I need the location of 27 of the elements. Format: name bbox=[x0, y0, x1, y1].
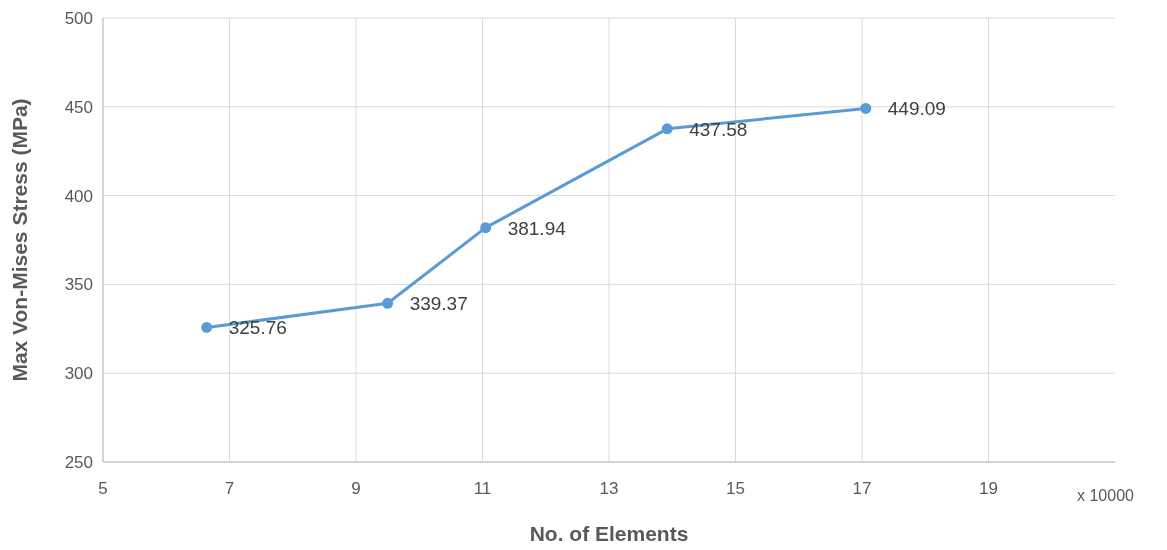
x-tick-label: 19 bbox=[979, 479, 998, 498]
data-label: 449.09 bbox=[887, 98, 946, 120]
x-tick-label: 15 bbox=[726, 479, 745, 498]
data-label: 339.37 bbox=[409, 293, 468, 315]
x-tick-label: 9 bbox=[351, 479, 361, 498]
y-tick-label: 450 bbox=[64, 97, 93, 117]
x-tick-label: 11 bbox=[473, 479, 492, 498]
data-label: 325.76 bbox=[228, 317, 287, 339]
point bbox=[661, 123, 673, 135]
x-tick-label: 5 bbox=[98, 479, 108, 498]
y-tick-label: 300 bbox=[64, 364, 93, 384]
point bbox=[382, 297, 394, 309]
data-label: 381.94 bbox=[507, 217, 567, 239]
y-tick-label: 250 bbox=[64, 453, 93, 472]
data-label: 437.58 bbox=[689, 118, 748, 140]
point bbox=[480, 222, 492, 234]
y-axis-title: Max Von-Mises Stress (MPa) bbox=[8, 98, 31, 382]
x-tick-label: 7 bbox=[224, 479, 235, 498]
x-axis-title: No. of Elements bbox=[529, 522, 689, 545]
y-tick-label: 500 bbox=[64, 9, 93, 28]
x-tick-label: 17 bbox=[852, 479, 872, 498]
point bbox=[201, 321, 213, 333]
point bbox=[860, 102, 872, 114]
y-tick-label: 350 bbox=[64, 275, 93, 295]
text: x 10000 bbox=[1077, 487, 1135, 504]
y-tick-label: 400 bbox=[64, 186, 93, 206]
x-tick-label: 13 bbox=[599, 479, 619, 498]
